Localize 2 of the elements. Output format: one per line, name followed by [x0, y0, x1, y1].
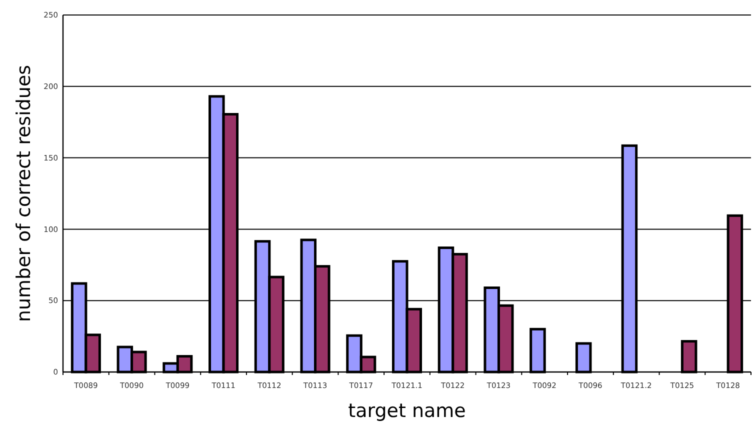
x-axis-title: target name: [348, 400, 466, 422]
y-axis-title: number of correct residues: [13, 64, 35, 322]
